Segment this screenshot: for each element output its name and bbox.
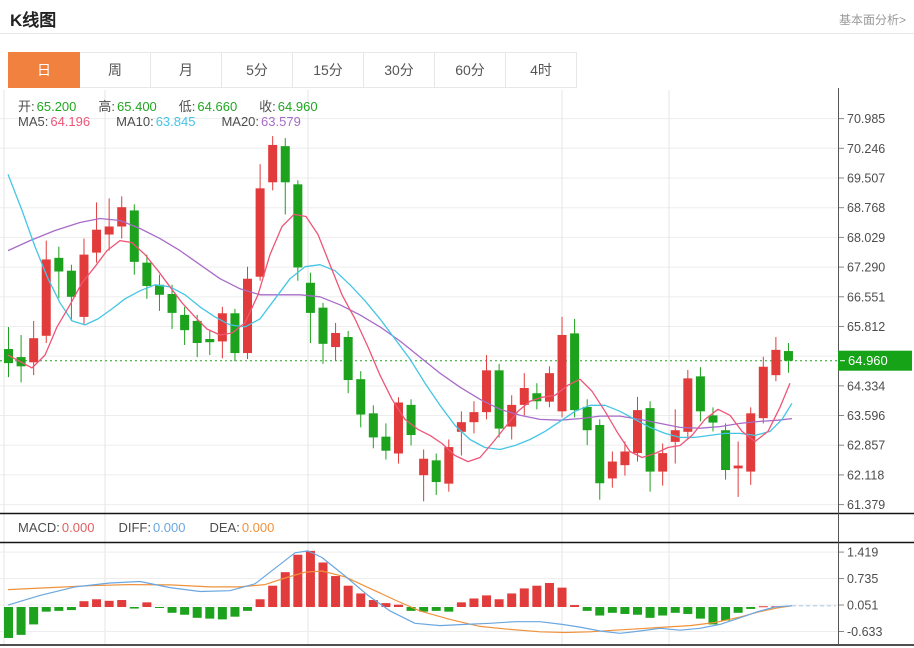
ma10-line [7, 174, 793, 451]
diff-value: 0.000 [152, 520, 186, 535]
svg-text:64.334: 64.334 [847, 379, 885, 393]
svg-text:0.051: 0.051 [847, 599, 878, 613]
tab-week[interactable]: 周 [79, 52, 151, 88]
dea-value: 0.000 [241, 520, 275, 535]
ma5-value: 64.196 [50, 114, 91, 129]
high-value: 65.400 [117, 99, 157, 114]
open-value: 65.200 [36, 99, 77, 114]
svg-text:68.029: 68.029 [847, 231, 885, 245]
macd-row: MACD: 0.000 DIFF: 0.000 DEA: 0.000 [18, 520, 298, 535]
tab-15min[interactable]: 15分 [292, 52, 364, 88]
svg-text:63.596: 63.596 [847, 409, 885, 423]
tab-day[interactable]: 日 [8, 52, 80, 88]
ma10-label: MA10: [116, 114, 154, 129]
ma10-value: 63.845 [155, 114, 196, 129]
ma5-line [7, 213, 791, 463]
tab-month[interactable]: 月 [150, 52, 222, 88]
svg-text:1.419: 1.419 [847, 546, 878, 560]
dea-label: DEA: [209, 520, 240, 535]
diff-label: DIFF: [118, 520, 151, 535]
fundamental-analysis-link[interactable]: 基本面分析> [838, 13, 906, 27]
current-price-badge: 64.960 [838, 350, 912, 371]
svg-text:0.735: 0.735 [847, 572, 878, 586]
ohlc-row: 开: 65.200 高: 65.400 低: 64.660 收: 64.960 [18, 96, 340, 115]
macd-label: MACD: [18, 520, 60, 535]
svg-text:67.290: 67.290 [847, 261, 885, 275]
svg-text:62.857: 62.857 [847, 439, 885, 453]
header-divider [0, 33, 914, 34]
tab-60min[interactable]: 60分 [434, 52, 506, 88]
diff-line [7, 550, 793, 634]
y-axis-labels: 70.985 70.246 69.507 68.768 68.029 67.290 66.5… [838, 112, 885, 639]
svg-text:68.768: 68.768 [847, 201, 885, 215]
interval-tabbar: 日 周 月 5分 15分 30分 60分 4时 [8, 52, 577, 88]
svg-text:70.246: 70.246 [847, 142, 885, 156]
svg-text:65.812: 65.812 [847, 320, 885, 334]
ma20-value: 63.579 [261, 114, 301, 129]
low-value: 64.660 [197, 99, 238, 114]
close-label: 收: [259, 99, 276, 114]
page-title: K线图 [10, 11, 57, 30]
ma-row: MA5: 64.196 MA10: 63.845 MA20: 63.579 [18, 114, 327, 129]
high-label: 高: [98, 99, 116, 114]
svg-text:-0.633: -0.633 [847, 625, 882, 639]
svg-text:62.118: 62.118 [847, 468, 884, 482]
grid-layer [0, 90, 838, 645]
svg-text:70.985: 70.985 [847, 112, 885, 126]
svg-text:64.960: 64.960 [848, 353, 888, 368]
dea-line [7, 570, 793, 634]
ma20-label: MA20: [221, 114, 260, 129]
ma20-line [7, 217, 793, 429]
svg-text:69.507: 69.507 [847, 172, 885, 186]
low-label: 低: [178, 99, 196, 114]
close-value: 64.960 [277, 99, 318, 114]
macd-bars-layer [4, 550, 781, 638]
svg-text:66.551: 66.551 [847, 290, 885, 304]
tab-30min[interactable]: 30分 [363, 52, 435, 88]
tab-4hour[interactable]: 4时 [505, 52, 577, 88]
candles-layer [4, 136, 793, 502]
tab-5min[interactable]: 5分 [221, 52, 293, 88]
separators [0, 88, 914, 646]
ma5-label: MA5: [18, 114, 49, 129]
open-label: 开: [18, 99, 35, 114]
svg-text:61.379: 61.379 [847, 498, 885, 512]
macd-value: 0.000 [61, 520, 95, 535]
